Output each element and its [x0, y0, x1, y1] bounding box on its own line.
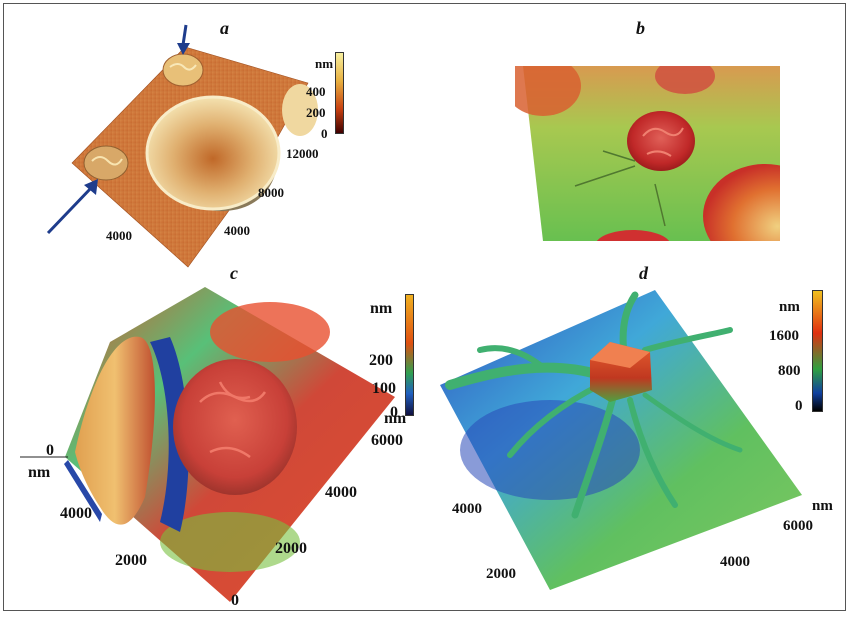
figure-frame: [3, 3, 846, 611]
axis-tick-d: 4000: [720, 554, 750, 570]
afm-3d-image-d: [440, 290, 802, 590]
colorbar-d-tick: 800: [778, 363, 801, 379]
colorbar-a-unit: nm: [315, 56, 334, 71]
axis-tick-a: 8000: [258, 185, 284, 200]
axis-tick-c: 2000: [275, 540, 307, 557]
axis-tick-d: 2000: [486, 566, 516, 582]
axis-tick-c: 0: [46, 442, 54, 459]
colorbar-c-tick: 0: [390, 404, 398, 421]
axis-tick-a: 12000: [286, 146, 319, 161]
colorbar-a: [335, 52, 344, 134]
panel-label-a: a: [220, 18, 229, 38]
axis-tick-c: nm: [28, 464, 51, 481]
axis-tick-c: 4000: [60, 505, 92, 522]
panel-label-d: d: [639, 263, 648, 283]
afm-3d-image-b: [505, 56, 827, 268]
axis-tick-c: 0: [231, 592, 239, 609]
panel-a: [20, 15, 400, 270]
colorbar-d: [812, 290, 823, 412]
panel-c: [20, 282, 400, 612]
colorbar-c-tick: 100: [372, 380, 396, 397]
colorbar-c: [405, 294, 414, 416]
axis-tick-c: 2000: [115, 552, 147, 569]
axis-tick-d: nm: [812, 498, 833, 514]
afm-3d-image-a: [46, 24, 318, 268]
colorbar-c-unit: nm: [370, 300, 393, 317]
axis-tick-a: 4000: [106, 228, 132, 243]
colorbar-d-tick: 0: [795, 398, 803, 414]
colorbar-d-tick: 1600: [769, 328, 799, 344]
panel-label-b: b: [636, 18, 645, 38]
axis-tick-d: 6000: [783, 518, 813, 534]
afm-3d-image-c: [20, 287, 395, 602]
axis-tick-c: 4000: [325, 484, 357, 501]
colorbar-a-tick: 400: [306, 84, 326, 99]
axis-tick-c: nm: [384, 410, 407, 427]
axis-tick-c: 6000: [371, 432, 403, 449]
axis-tick-a: 4000: [224, 223, 250, 238]
axis-tick-d: 4000: [452, 501, 482, 517]
colorbar-a-tick: 200: [306, 105, 326, 120]
colorbar-d-unit: nm: [779, 299, 800, 315]
colorbar-c-tick: 200: [369, 352, 393, 369]
panel-b: [505, 56, 827, 268]
panel-label-c: c: [230, 263, 238, 283]
colorbar-a-tick: 0: [321, 126, 328, 141]
panel-d: [440, 290, 820, 600]
